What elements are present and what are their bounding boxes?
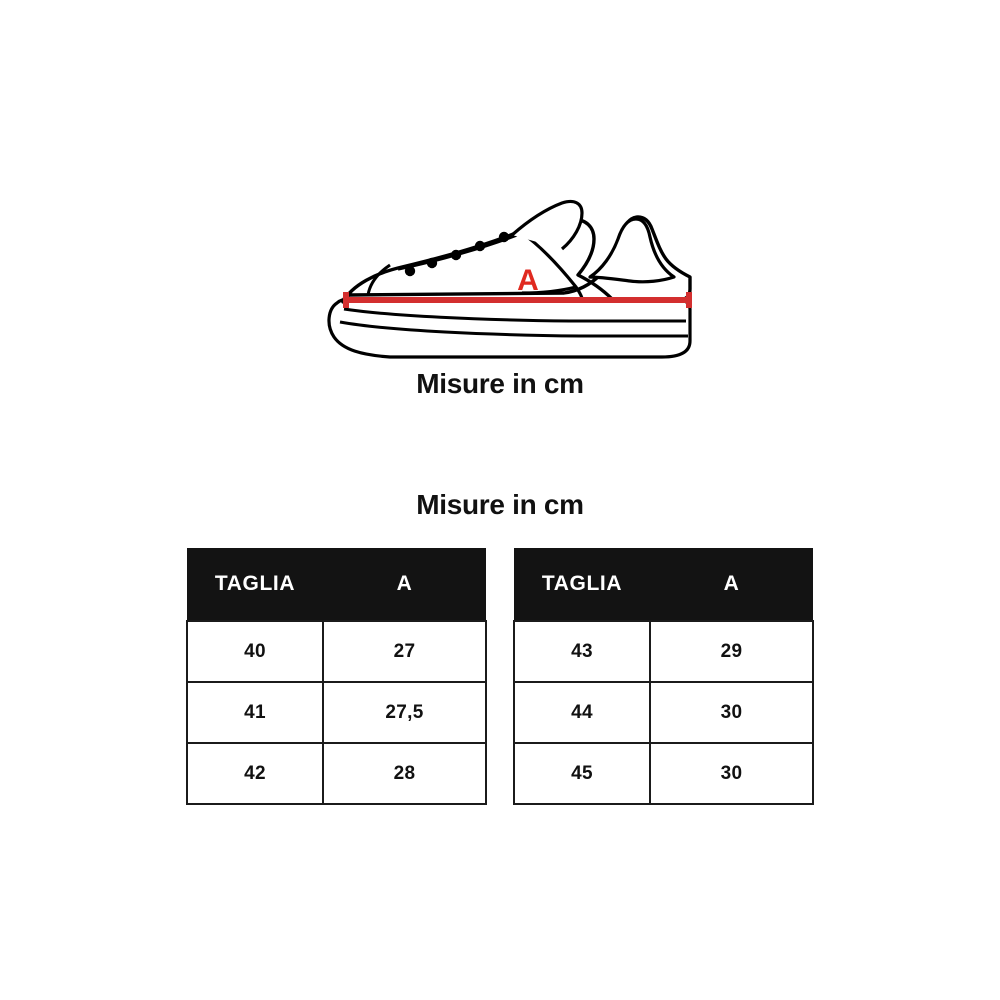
eyelet-icon [474,240,486,252]
toe-cap-seam [366,263,391,296]
column-header-taglia: TAGLIA [187,548,324,621]
eyelet-icon [498,231,510,243]
tables-heading: Misure in cm [416,489,584,520]
cell-size: 43 [512,620,652,683]
cell-size: 41 [185,681,325,744]
midsole-line-lower [339,320,688,338]
column-header-a: A [650,548,813,621]
cell-measure-a: 29 [649,620,814,683]
size-table-right: TAGLIA A 43 29 44 30 45 30 [512,548,814,805]
table-row: 44 30 [512,681,814,744]
eyelet-icon [404,265,416,277]
heel-collar [588,217,676,284]
eyelet-icon [426,257,438,269]
shoe-illustration: A [327,199,692,359]
size-tables-container: TAGLIA A 40 27 41 27,5 42 28 TAGLIA A [185,548,814,805]
cell-size: 42 [185,742,325,805]
cell-size: 45 [512,742,652,805]
quarter-panel-seam-lower [521,285,577,295]
measurement-label-a: A [517,264,539,297]
column-header-taglia: TAGLIA [514,548,651,621]
cell-size: 44 [512,681,652,744]
cell-measure-a: 30 [649,681,814,744]
table-row: 42 28 [185,742,487,805]
table-header-row: TAGLIA A [187,548,486,621]
tongue-shape [510,199,584,251]
cell-measure-a: 28 [322,742,487,805]
shoe-diagram: A [290,185,720,365]
cell-measure-a: 30 [649,742,814,805]
diagram-caption: Misure in cm [416,368,584,399]
size-table-left: TAGLIA A 40 27 41 27,5 42 28 [185,548,487,805]
table-row: 41 27,5 [185,681,487,744]
table-row: 45 30 [512,742,814,805]
table-row: 43 29 [512,620,814,683]
cell-size: 40 [185,620,325,683]
table-row: 40 27 [185,620,487,683]
column-header-a: A [323,548,486,621]
table-header-row: TAGLIA A [514,548,813,621]
midsole-line-upper [343,307,686,323]
eyelet-icon [450,249,462,261]
cell-measure-a: 27 [322,620,487,683]
cell-measure-a: 27,5 [322,681,487,744]
